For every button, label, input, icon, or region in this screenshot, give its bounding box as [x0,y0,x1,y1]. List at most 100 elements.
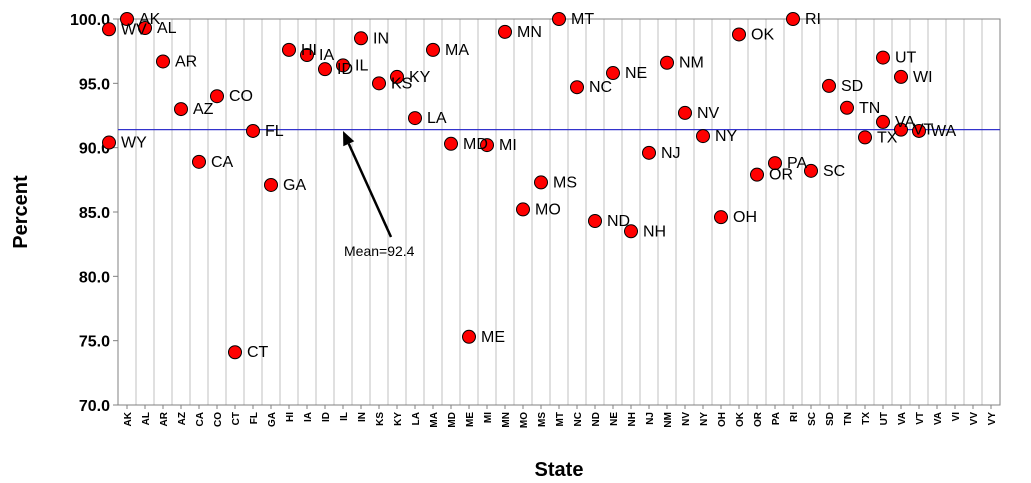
point-label: TN [859,100,880,117]
point-label: TX [877,129,898,146]
y-tick-label: 70.0 [79,398,110,415]
x-axis: AK AL AR AZ CA CO CT FL GA HI IA ID IL IN KS KY LA MA MD ME… [123,405,998,428]
x-tick-label: FL [249,412,260,424]
x-tick-label: VA [933,412,944,425]
data-point [120,12,134,26]
point-label: IN [373,30,389,47]
data-point [354,31,368,46]
point-label: NH [643,223,666,240]
point-label: MS [553,174,577,191]
data-point [318,62,332,77]
data-point [426,42,440,57]
point-label: FL [265,123,284,140]
x-tick-label: AL [141,412,152,425]
x-tick-label: ID [321,412,332,422]
point-label: KY [409,69,431,86]
point-label: NV [697,105,720,122]
x-tick-label: SC [807,412,818,426]
data-point [102,135,116,150]
x-tick-label: OH [717,412,728,427]
data-point [912,123,926,138]
mean-arrowhead [343,131,355,147]
point-label: GA [283,177,306,194]
data-point [642,145,656,160]
data-point [750,167,764,182]
x-tick-label: NY [699,412,710,426]
point-label: CO [229,88,253,105]
point-label: ID [337,61,353,78]
point-label: SC [823,163,845,180]
y-tick-label: 95.0 [79,76,110,93]
x-tick-label: OK [735,411,746,427]
mean-arrow [347,143,393,238]
point-label: CA [211,154,234,171]
data-point [174,102,188,117]
x-tick-label: SD [825,412,836,426]
x-tick-label: CO [213,412,224,427]
data-point [768,156,782,171]
data-point [300,48,314,63]
data-point [102,22,116,37]
y-tick-label: 100.0 [70,12,110,29]
grid-lines [135,19,983,405]
data-point [498,24,512,39]
point-label: MT [571,11,594,28]
point-label: WV [121,21,147,38]
data-point [822,78,836,93]
x-tick-label: NJ [645,412,656,425]
point-label: NY [715,128,738,145]
data-point [624,224,638,239]
point-label: KS [391,75,412,92]
x-tick-label: VV [969,412,980,426]
x-tick-label: MN [501,412,512,428]
x-tick-label: VT [915,412,926,425]
data-point [696,129,710,144]
x-tick-label: TX [861,412,872,425]
y-tick-label: 90.0 [79,141,110,158]
x-tick-label: MI [483,412,494,423]
data-point [534,175,548,190]
point-label: VA [895,114,915,131]
data-point [138,21,152,36]
point-label: IA [319,47,334,64]
point-label: PA [787,155,807,172]
x-tick-label: NH [627,412,638,426]
data-point [246,123,260,138]
x-tick-label: MS [537,412,548,427]
x-tick-label: GA [267,412,278,427]
point-label: AR [175,53,197,70]
point-label: MN [517,24,542,41]
data-point [894,69,908,84]
data-point [858,130,872,145]
point-label: WA [931,123,957,140]
point-label: IL [355,57,368,74]
x-tick-label: MA [429,412,440,428]
data-point [876,114,890,129]
mean-label: Mean=92.4 [344,243,415,259]
point-label: MD [463,136,488,153]
point-label: OH [733,209,757,226]
point-label: MA [445,42,469,59]
data-point [552,12,566,26]
point-label: WY [121,135,147,152]
point-label: NJ [661,145,681,162]
y-tick-label: 85.0 [79,205,110,222]
x-tick-label: NM [663,412,674,428]
y-tick-label: 75.0 [79,334,110,351]
point-label: LA [427,110,447,127]
x-tick-label: ME [465,412,476,427]
point-label: MO [535,201,561,218]
x-tick-label: MT [555,412,566,426]
x-tick-label: VY [987,412,998,426]
data-point [714,210,728,225]
x-tick-label: VI [951,412,962,422]
data-point [228,345,242,360]
x-tick-label: IN [357,412,368,422]
x-tick-label: TN [843,412,854,425]
point-label: NM [679,55,704,72]
point-label: AK [139,11,161,28]
point-label: SD [841,78,863,95]
y-axis-title: Percent [10,175,32,249]
data-point [876,50,890,65]
x-tick-label: CT [231,412,242,425]
